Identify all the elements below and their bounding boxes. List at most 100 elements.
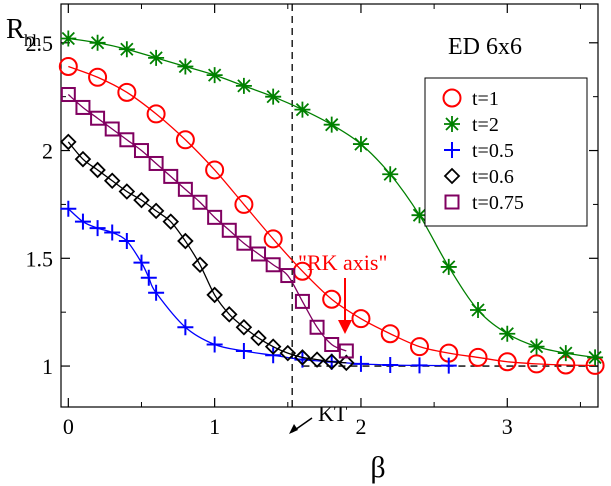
data-point xyxy=(177,181,193,197)
data-point xyxy=(119,132,135,148)
data-point xyxy=(323,353,340,371)
y-axis-title-subscript: hh xyxy=(24,31,42,50)
series-t=1 xyxy=(58,56,605,375)
data-point xyxy=(220,306,238,323)
data-point xyxy=(140,269,157,286)
data-point xyxy=(409,337,429,357)
data-point xyxy=(205,160,225,180)
x-tick-label: 3 xyxy=(502,414,513,439)
data-point xyxy=(440,357,457,374)
data-point xyxy=(89,220,106,237)
data-point xyxy=(60,87,76,103)
data-point xyxy=(147,202,165,220)
data-point xyxy=(206,286,223,304)
x-axis-ticks: 0 1 2 3 xyxy=(63,4,581,439)
series-line xyxy=(67,141,347,364)
data-point xyxy=(177,232,194,250)
data-point xyxy=(587,349,604,366)
data-point xyxy=(235,77,252,94)
data-point xyxy=(163,168,179,184)
data-point xyxy=(250,329,267,347)
data-point xyxy=(294,101,311,118)
legend-entry: t=0.5 xyxy=(444,140,514,162)
y-axis-title: R xyxy=(6,14,25,45)
data-point xyxy=(206,67,223,84)
data-point xyxy=(497,352,517,372)
data-point xyxy=(177,58,194,75)
y-axis-ticks: 1 1.5 2 2.5 xyxy=(26,31,598,379)
annotations: "RK axis" KT xyxy=(289,250,387,434)
data-point xyxy=(148,155,164,171)
x-tick-label: 2 xyxy=(355,414,366,439)
data-point xyxy=(309,319,325,335)
data-point xyxy=(263,229,283,249)
data-point xyxy=(118,233,135,250)
series-t=0.75 xyxy=(60,87,354,359)
kt-label: KT xyxy=(318,401,348,426)
data-point xyxy=(104,121,120,137)
legend-label: t=0.75 xyxy=(472,192,524,214)
legend-marker xyxy=(444,142,460,158)
data-point xyxy=(148,49,165,66)
chart-title: ED 6x6 xyxy=(448,34,522,60)
legend-label: t=1 xyxy=(472,88,499,110)
data-point xyxy=(60,133,77,151)
data-point xyxy=(499,325,516,342)
data-point xyxy=(177,319,194,336)
legend-entry: t=0.6 xyxy=(443,166,514,188)
data-point xyxy=(221,222,237,238)
data-point xyxy=(264,338,282,355)
legend-marker xyxy=(444,194,460,210)
data-point xyxy=(235,342,252,359)
legend-marker xyxy=(442,88,462,108)
legend: t=1 t=2 t=0.5 t=0.6 t=0.75 xyxy=(424,77,588,227)
data-point xyxy=(411,207,428,224)
data-point xyxy=(60,200,77,217)
legend-marker xyxy=(443,167,461,185)
rk-axis-arrow-head xyxy=(338,320,352,334)
data-point xyxy=(352,355,369,372)
legend-label: t=2 xyxy=(472,114,499,136)
data-point xyxy=(74,150,92,168)
legend-label: t=0.5 xyxy=(472,140,514,162)
y-tick-label: 2.5 xyxy=(26,31,54,56)
data-point xyxy=(133,254,150,271)
data-point xyxy=(382,356,399,373)
data-point xyxy=(118,41,135,58)
series-t=2 xyxy=(60,30,604,366)
data-point xyxy=(280,268,296,284)
data-point xyxy=(352,136,369,153)
data-point xyxy=(338,343,354,359)
x-tick-label: 1 xyxy=(209,414,220,439)
data-point xyxy=(206,336,223,353)
data-point xyxy=(380,324,400,344)
data-point xyxy=(104,224,121,241)
data-point xyxy=(74,213,91,230)
data-point xyxy=(338,354,355,372)
data-point xyxy=(162,213,180,230)
kt-arrow-head xyxy=(289,424,298,434)
data-point xyxy=(265,88,282,105)
data-point xyxy=(236,235,252,251)
data-point xyxy=(468,347,488,367)
data-point xyxy=(88,67,108,87)
x-axis-title: β xyxy=(370,451,385,484)
data-point xyxy=(527,354,547,374)
data-point xyxy=(324,337,340,353)
legend-entry: t=1 xyxy=(442,88,499,110)
data-point xyxy=(470,302,487,319)
rk-axis-label: "RK axis" xyxy=(298,250,387,275)
series-line xyxy=(68,65,596,367)
data-point xyxy=(133,191,150,209)
data-point xyxy=(557,345,574,362)
series-t=0.6 xyxy=(60,133,355,372)
x-tick-label: 0 xyxy=(63,414,74,439)
legend-marker xyxy=(444,116,460,132)
data-point xyxy=(294,293,310,309)
data-series xyxy=(58,30,605,375)
data-point xyxy=(133,143,149,159)
data-point xyxy=(191,256,209,274)
legend-entry: t=0.75 xyxy=(444,192,524,214)
data-point xyxy=(58,56,78,76)
y-tick-label: 1 xyxy=(42,354,53,379)
